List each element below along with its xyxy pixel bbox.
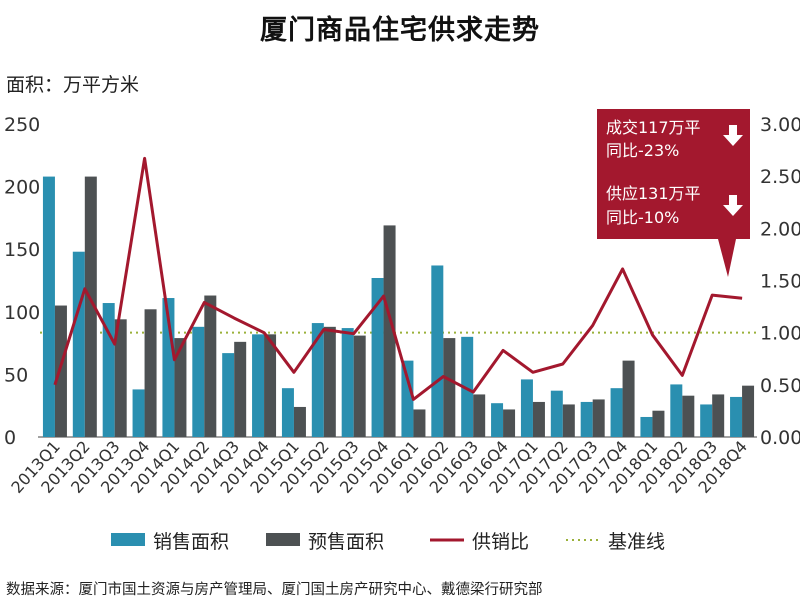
legend-label: 供销比 <box>472 531 529 553</box>
sales-bar <box>730 396 743 437</box>
sales-bar <box>431 265 444 437</box>
right-axis-tick: 2.50 <box>760 166 800 188</box>
presale-bar <box>413 409 426 437</box>
unit-label: 面积：万平方米 <box>6 74 140 96</box>
presale-bar <box>293 406 306 437</box>
sales-bar <box>461 336 474 437</box>
presale-bar <box>353 335 366 437</box>
presale-bar <box>144 309 157 437</box>
ratio-line <box>53 156 743 401</box>
presale-bar <box>443 338 456 437</box>
sales-bar <box>281 388 294 437</box>
left-axis-tick: 250 <box>4 114 40 136</box>
right-axis-tick: 0.00 <box>760 427 800 449</box>
right-axis-tick: 0.50 <box>760 375 800 397</box>
sales-bar <box>371 277 384 437</box>
sales-bar <box>610 388 623 437</box>
sales-bar <box>520 379 533 437</box>
right-axis-tick: 3.00 <box>760 114 800 136</box>
presale-bar <box>682 395 695 437</box>
sales-bar <box>311 323 324 437</box>
presale-bar <box>114 319 127 437</box>
down-arrow-icon <box>723 125 743 146</box>
presale-bar <box>532 401 545 437</box>
sales-bar <box>580 401 593 437</box>
chart-title: 厦门商品住宅供求走势 <box>260 15 540 46</box>
presale-bar <box>54 305 67 437</box>
presale-bar <box>503 409 516 437</box>
legend-label: 基准线 <box>608 531 665 553</box>
callout-deal-yoy: 同比-23% <box>606 141 679 160</box>
sales-bar <box>700 404 713 437</box>
sales-bar <box>341 328 354 437</box>
presale-bar <box>234 341 247 437</box>
presale-bar <box>204 295 217 437</box>
presale-bar <box>174 338 187 437</box>
legend-swatch <box>266 533 300 546</box>
presale-bar <box>84 176 97 438</box>
presale-bar <box>383 225 396 437</box>
presale-bar <box>264 334 277 437</box>
source-note: 数据来源：厦门市国土资源与房产管理局、厦门国土房产研究中心、戴德梁行研究部 <box>6 582 543 598</box>
sales-bar <box>132 389 145 437</box>
left-axis-tick: 50 <box>4 364 28 386</box>
sales-bar <box>550 390 563 437</box>
callout-supply-yoy: 同比-10% <box>606 208 679 227</box>
presale-bar <box>323 326 336 437</box>
callout-supply-text: 供应131万平 <box>606 184 701 203</box>
sales-bar <box>670 384 683 437</box>
presale-bar <box>562 404 575 437</box>
presale-bar <box>652 410 665 437</box>
right-axis-tick: 1.50 <box>760 271 800 293</box>
right-axis-tick: 1.00 <box>760 323 800 345</box>
sales-bar <box>640 416 653 437</box>
legend-swatch <box>111 533 145 546</box>
callout-box <box>597 109 750 277</box>
presale-bar <box>592 399 605 437</box>
sales-bar <box>222 353 235 437</box>
left-axis-tick: 150 <box>4 239 40 261</box>
sales-bar <box>491 403 504 437</box>
presale-bar <box>712 394 725 437</box>
presale-bar <box>622 360 635 437</box>
down-arrow-icon <box>723 195 743 216</box>
sales-bar <box>42 176 55 438</box>
legend-label: 销售面积 <box>153 531 229 553</box>
sales-bar <box>192 326 205 437</box>
sales-bar <box>252 334 265 437</box>
legend-label: 预售面积 <box>308 531 384 553</box>
presale-bar <box>742 385 755 437</box>
sales-bar <box>72 251 85 437</box>
left-axis-tick: 0 <box>4 427 16 449</box>
right-axis-tick: 2.00 <box>760 218 800 240</box>
left-axis-tick: 100 <box>4 302 40 324</box>
presale-bar <box>473 394 486 437</box>
callout-deal-text: 成交117万平 <box>606 118 701 137</box>
sales-bar <box>401 360 414 437</box>
left-axis-tick: 200 <box>4 177 40 199</box>
